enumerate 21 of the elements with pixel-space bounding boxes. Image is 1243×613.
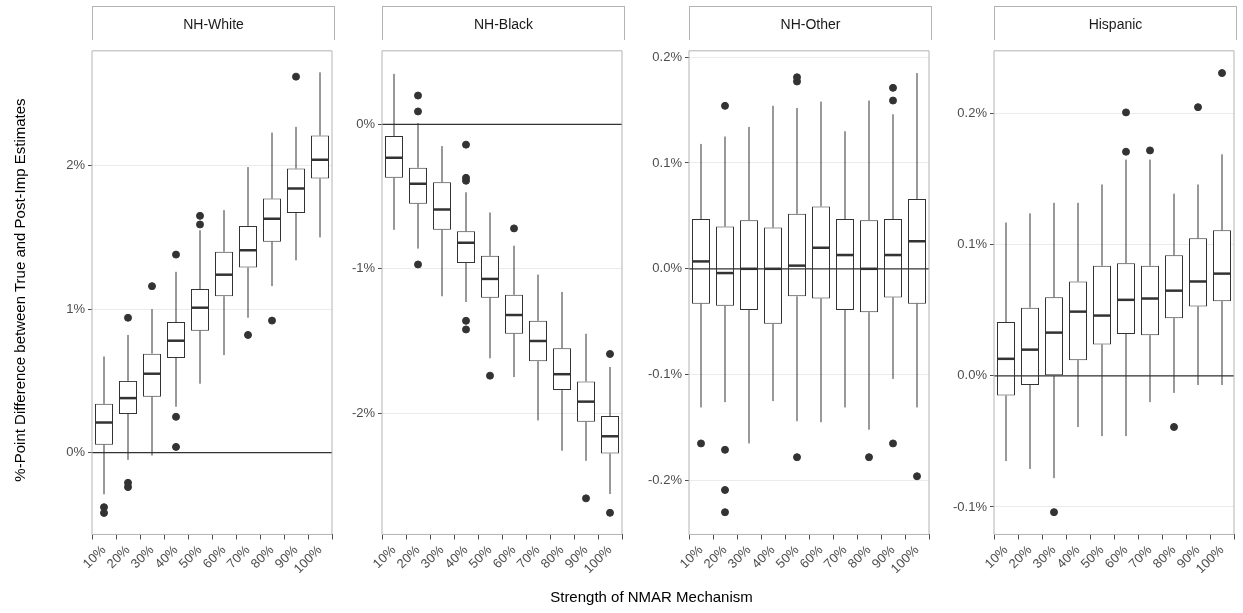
y-tick-label: 2% bbox=[66, 157, 86, 173]
chart-title: NH-Other bbox=[689, 6, 932, 40]
y-tick-label: -2% bbox=[351, 404, 376, 420]
y-tick-label: 0.1% bbox=[652, 154, 683, 170]
y-axis-title: %-Point Difference between True and Post-Imp Estimates bbox=[10, 98, 28, 482]
y-tick-label: 0% bbox=[66, 444, 86, 460]
y-tick-label: 0.0% bbox=[957, 367, 988, 383]
x-axis-title: Strength of NMAR Mechanism bbox=[549, 588, 754, 605]
chart-title: NH-White bbox=[92, 6, 335, 40]
chart-title: Hispanic bbox=[994, 6, 1237, 40]
y-tick-label: 0% bbox=[356, 116, 376, 132]
y-tick-label: -0.1% bbox=[953, 498, 988, 514]
y-tick-label: 0.2% bbox=[957, 105, 988, 121]
y-tick-label: 0.2% bbox=[652, 48, 683, 64]
y-tick-label: 0.0% bbox=[652, 260, 683, 276]
y-tick-label: 0.1% bbox=[957, 236, 988, 252]
y-tick-label: -0.1% bbox=[648, 366, 683, 382]
y-tick-label: 1% bbox=[66, 300, 86, 316]
chart-title: NH-Black bbox=[382, 6, 625, 40]
y-tick-label: -1% bbox=[351, 260, 376, 276]
y-tick-label: -0.2% bbox=[648, 472, 683, 488]
